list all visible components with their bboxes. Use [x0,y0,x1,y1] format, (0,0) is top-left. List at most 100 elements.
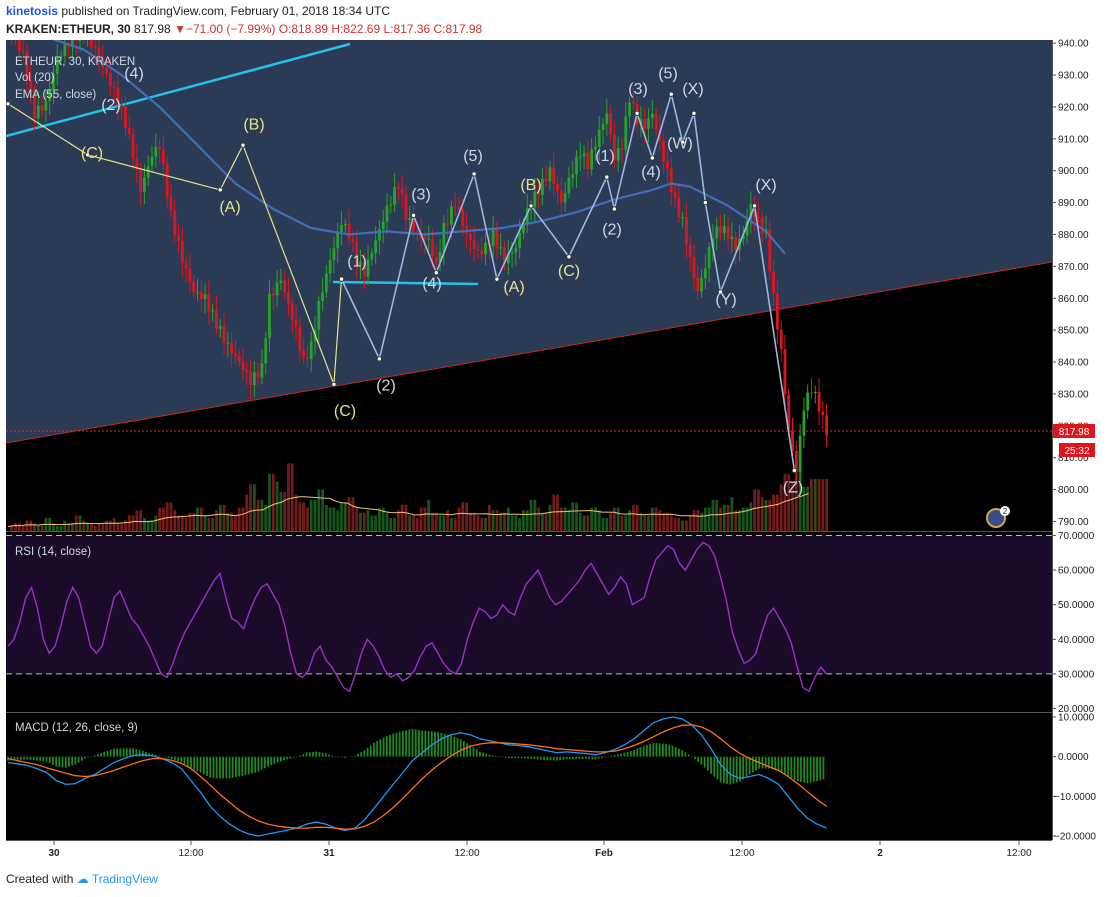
candle-body [510,252,514,254]
candle-body [177,234,180,242]
time-tick-label: Feb [595,848,613,859]
wave-label: (3) [411,186,431,203]
candle-body [631,102,635,104]
histogram-bar [610,755,613,757]
histogram-bar [353,755,356,757]
histogram-bar [80,756,83,761]
candle-body [794,450,798,473]
volume-bar [613,507,616,531]
volume-bar [764,499,768,531]
candle-body [450,206,453,225]
candle-body [275,283,279,296]
volume-bar [313,499,317,531]
histogram-bar [466,743,468,757]
histogram-bar [29,756,32,760]
candle-body [643,119,647,129]
volume-bar [791,481,794,531]
volume-bar [355,507,359,531]
volume-bar [275,481,279,531]
histogram-bar [623,752,626,757]
histogram-bar [446,734,449,757]
candle-body [135,158,139,170]
volume-bar [552,494,556,531]
candle-body [518,232,522,248]
histogram-bar [787,756,790,777]
histogram-bar [578,756,581,760]
candle-body [605,113,609,125]
wave-point [6,101,11,107]
candle-body [639,119,643,125]
price-tick-label: 890.00 [1058,198,1089,209]
histogram-bar [199,756,202,773]
candle-body [760,217,764,233]
candle-body [48,90,52,102]
x-axis-ticks[interactable]: 30 12:00 31 12:00 Feb 12:00 2 12:00 [48,840,1032,859]
histogram-bar [324,753,327,757]
candle-body [715,226,719,239]
tradingview-link[interactable]: TradingView [91,872,158,886]
volume-bar [465,502,468,531]
histogram-bar [263,756,266,769]
volume-bar [120,523,124,531]
histogram-bar [552,756,555,761]
histogram-bar [305,752,308,757]
wave-label: (X) [682,81,703,98]
histogram-bar [549,756,552,761]
histogram-bar [129,748,131,757]
volume-bar [590,507,594,531]
histogram-bar [366,747,369,757]
rsi-tick-label: 30.0000 [1058,669,1095,680]
candle-body [44,101,48,111]
histogram-bar [45,756,48,762]
histogram-bar [241,756,244,776]
candle-body [328,260,332,274]
volume-bar [192,512,196,531]
histogram-bar [658,743,661,757]
chart-canvas[interactable]: (1)(3)(4)(2)(C)(B)(A)(1)(2)(C)(3)(4)(5)(… [0,0,1112,865]
volume-bar [234,515,237,531]
tradingview-cloud-icon[interactable]: ☁ [76,872,89,886]
histogram-bar [312,751,314,757]
volume-bar [268,473,271,531]
wave-point [791,467,798,474]
wave-label: (B) [520,177,541,194]
candle-body [654,113,658,130]
histogram-bar [501,756,504,758]
histogram-bar [816,756,818,782]
author-username[interactable]: kinetosis [6,4,59,18]
candle-body [468,233,472,241]
candle-body [161,149,165,164]
candle-body [86,35,89,38]
wave-label: (1) [90,5,110,22]
wave-point [433,270,439,276]
volume-bar [450,518,453,531]
histogram-bar [453,736,456,757]
volume-bar [196,507,199,531]
wave-label: (4) [422,276,442,293]
candle-body [533,191,537,208]
alert-icon[interactable] [986,508,1006,528]
volume-bar [468,512,472,531]
volume-bar [36,525,40,531]
volume-bar [825,479,829,531]
wave-point [702,199,709,206]
histogram-bar [119,748,122,757]
legend-ema: EMA (55, close) [15,89,96,101]
wave-label: (4) [124,65,144,82]
volume-bar [249,484,252,531]
volume-bar [730,497,734,531]
histogram-bar [235,756,237,778]
volume-bar [666,512,669,531]
candle-body [431,238,434,257]
price-axis[interactable] [1052,40,1104,840]
candle-body [290,303,294,320]
volume-bar [412,515,415,531]
legend-vol: Vol (20) [15,72,55,84]
candle-body [207,294,211,312]
wave-label: (C) [81,145,103,162]
candle-body [525,208,529,225]
histogram-bar [55,756,58,767]
candle-body [237,355,241,362]
histogram-bar [546,756,549,761]
volume-bar [203,515,207,531]
